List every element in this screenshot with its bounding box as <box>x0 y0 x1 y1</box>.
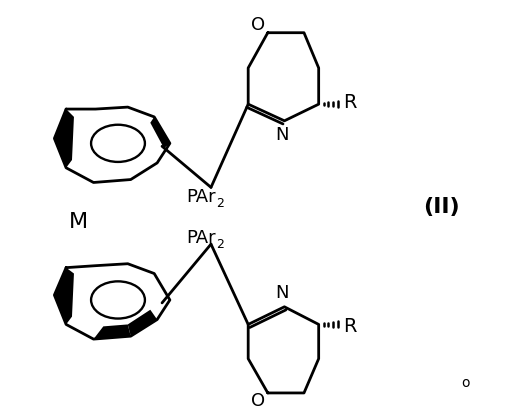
Text: o: o <box>461 376 470 390</box>
Polygon shape <box>54 109 74 168</box>
Text: N: N <box>276 126 289 143</box>
Text: PAr: PAr <box>187 229 216 247</box>
Text: R: R <box>343 317 357 336</box>
Text: (II): (II) <box>423 197 460 217</box>
Text: N: N <box>276 284 289 302</box>
Text: M: M <box>69 212 88 232</box>
Polygon shape <box>94 324 131 339</box>
Text: O: O <box>251 392 265 410</box>
Polygon shape <box>128 310 157 336</box>
Text: PAr: PAr <box>187 188 216 206</box>
Text: 2: 2 <box>216 238 224 251</box>
Polygon shape <box>54 268 74 324</box>
Polygon shape <box>150 117 170 148</box>
Text: O: O <box>251 16 265 34</box>
Text: 2: 2 <box>216 197 224 210</box>
Text: R: R <box>343 93 357 112</box>
